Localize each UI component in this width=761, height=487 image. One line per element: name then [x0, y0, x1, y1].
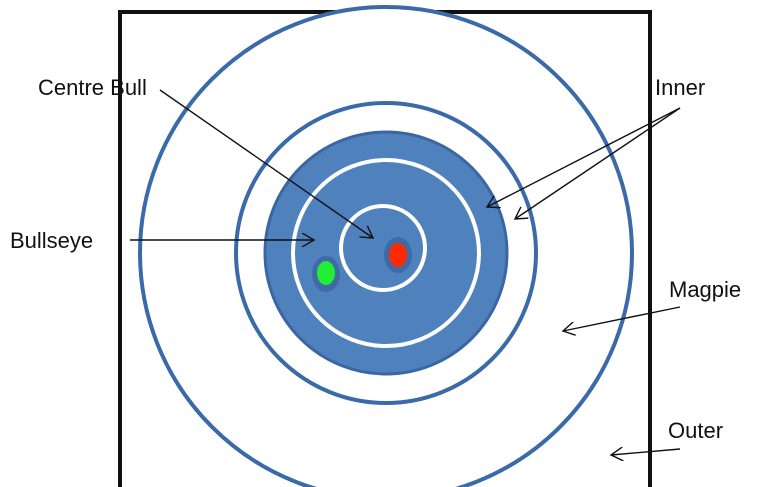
green-shot-dot [317, 261, 335, 285]
inner-ring-outline [234, 101, 538, 405]
label-outer: Outer [668, 418, 724, 443]
inner-arrow-1 [487, 107, 681, 207]
label-inner: Inner [655, 75, 706, 100]
red-shot-dot [389, 243, 407, 267]
label-bullseye: Bullseye [10, 228, 94, 253]
bullseye-ring [291, 158, 481, 348]
label-magpie: Magpie [669, 277, 742, 302]
outer-arrow [611, 449, 681, 455]
centre-bull-arrow [159, 89, 373, 238]
label-centre-bull: Centre Bull [38, 75, 147, 100]
centre-bull-ring [339, 204, 427, 292]
inner-arrow-2 [515, 107, 681, 219]
magpie-arrow [563, 306, 681, 331]
